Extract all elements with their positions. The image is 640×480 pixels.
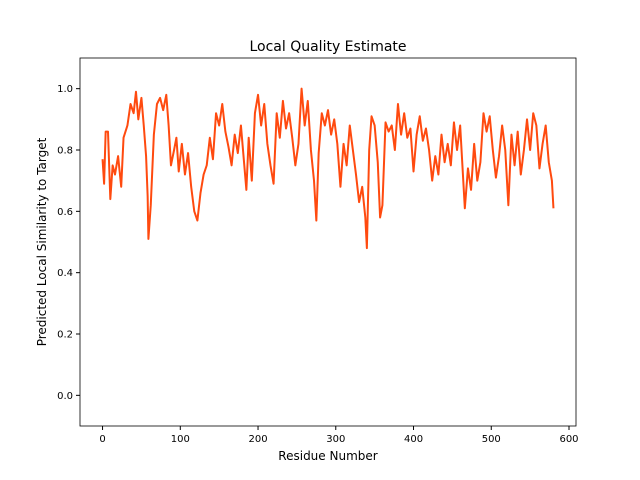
y-axis-label: Predicted Local Similarity to Target (35, 137, 49, 346)
y-tick-label: 0.2 (57, 330, 73, 341)
y-tick-label: 0.0 (57, 391, 73, 402)
y-tick-label: 0.4 (57, 268, 73, 279)
x-tick-label: 200 (248, 434, 267, 445)
y-tick-label: 0.8 (57, 146, 73, 157)
x-tick-label: 0 (99, 434, 105, 445)
x-tick-label: 300 (326, 434, 345, 445)
data-line (101, 87, 555, 250)
x-tick-label: 400 (404, 434, 423, 445)
y-tick-label: 1.0 (57, 84, 73, 95)
y-tick-label: 0.6 (57, 207, 73, 218)
x-tick-label: 600 (559, 434, 578, 445)
plot-frame (79, 57, 577, 427)
x-axis-label: Residue Number (278, 449, 377, 463)
x-tick-label: 500 (482, 434, 501, 445)
chart-title: Local Quality Estimate (249, 39, 406, 55)
x-tick-label: 100 (171, 434, 190, 445)
